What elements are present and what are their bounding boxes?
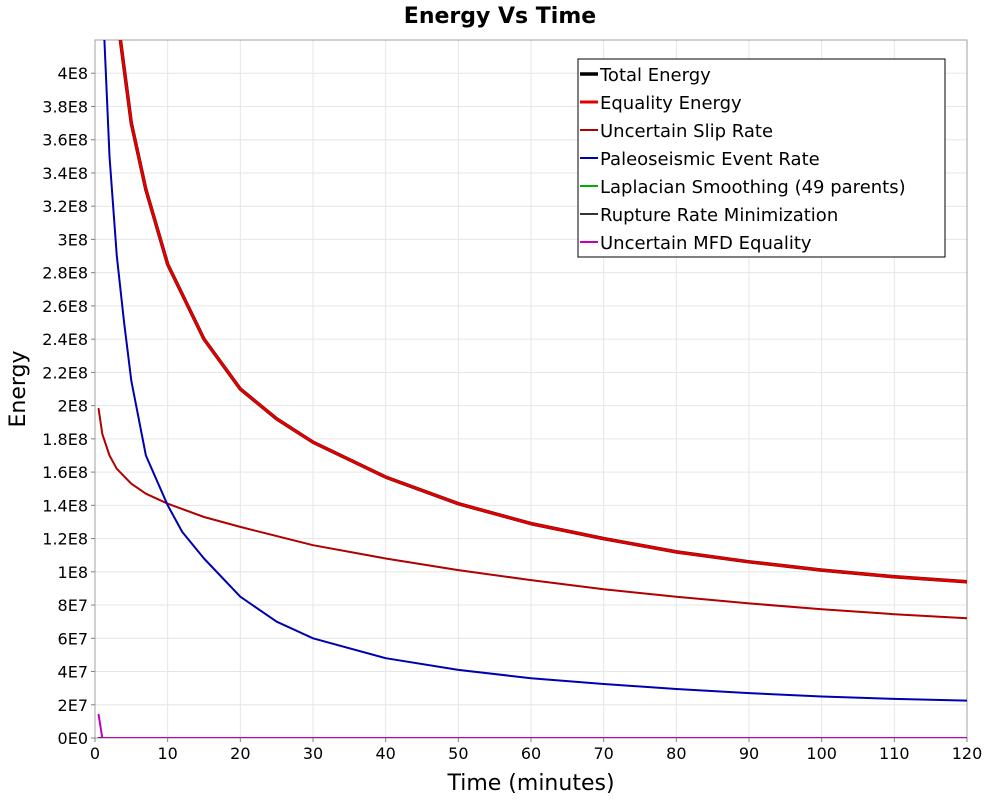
y-tick-label: 1.4E8 [42,496,88,515]
legend-label: Equality Energy [600,93,742,114]
series-line-3 [103,40,967,702]
legend: Total Energy Equality Energy Uncertain Sli… [577,58,946,258]
y-tick-label: 2E8 [58,397,88,416]
y-tick-label: 1.8E8 [42,430,88,449]
y-tick-label: 4E7 [58,663,88,682]
x-axis: 0 10 20 30 40 50 60 70 80 90 100 110 120 [90,738,982,763]
y-tick-label: 2.2E8 [42,363,88,382]
y-tick-label: 2.6E8 [42,297,88,316]
x-tick-label: 20 [230,744,250,763]
x-axis-label: Time (minutes) [446,771,614,796]
y-axis-label: Energy [6,350,31,427]
y-tick-label: 2.4E8 [42,330,88,349]
legend-label: Rupture Rate Minimization [600,205,838,226]
series-layer [97,40,967,738]
x-tick-label: 120 [952,744,983,763]
legend-label: Uncertain Slip Rate [600,121,773,142]
y-tick-label: 3.6E8 [42,131,88,150]
x-tick-label: 30 [303,744,323,763]
legend-label: Uncertain MFD Equality [600,233,812,254]
series-line-6 [97,713,967,738]
legend-box [577,58,946,258]
y-tick-label: 2E7 [58,696,88,715]
x-tick-label: 40 [375,744,395,763]
y-axis: 0E0 2E7 4E7 6E7 8E7 1E8 1.2E8 1.4E8 1.6E8 1.8E8 2E… [42,64,95,748]
x-tick-label: 10 [157,744,177,763]
legend-label: Total Energy [599,65,711,86]
y-tick-label: 3.4E8 [42,164,88,183]
y-tick-label: 0E0 [58,729,88,748]
series-line-1 [118,40,967,584]
x-tick-label: 70 [593,744,613,763]
x-tick-label: 60 [521,744,541,763]
y-tick-label: 6E7 [58,629,88,648]
legend-label: Laplacian Smoothing (49 parents) [600,177,906,198]
x-tick-label: 110 [879,744,910,763]
y-tick-label: 3.8E8 [42,97,88,116]
x-tick-label: 100 [806,744,837,763]
y-tick-label: 1.2E8 [42,530,88,549]
y-tick-label: 8E7 [58,596,88,615]
y-tick-label: 3.2E8 [42,197,88,216]
y-tick-label: 2.8E8 [42,264,88,283]
legend-label: Paleoseismic Event Rate [600,149,820,170]
series-line-2 [97,407,967,620]
x-tick-label: 0 [90,744,100,763]
x-tick-label: 80 [666,744,686,763]
x-tick-label: 50 [448,744,468,763]
y-tick-label: 3E8 [58,230,88,249]
y-tick-label: 1E8 [58,563,88,582]
chart-title: Energy Vs Time [404,4,596,29]
y-tick-label: 1.6E8 [42,463,88,482]
x-tick-label: 90 [739,744,759,763]
y-tick-label: 4E8 [58,64,88,83]
